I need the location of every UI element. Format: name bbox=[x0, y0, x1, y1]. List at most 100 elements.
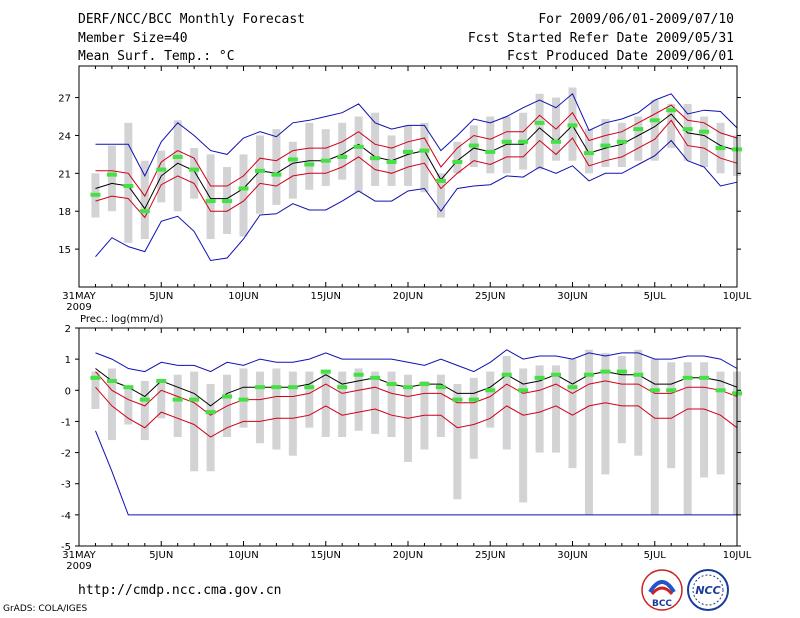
x-tick-label-25: 25JUN bbox=[475, 291, 505, 302]
lower-spread-line bbox=[95, 386, 738, 438]
lower-spread-line bbox=[95, 119, 738, 219]
range-bar-day-18 bbox=[371, 371, 380, 434]
upper-spread-line bbox=[95, 371, 738, 416]
range-bar-day-35 bbox=[650, 100, 659, 161]
range-bar-day-11 bbox=[255, 371, 264, 444]
range-bar-day-4 bbox=[140, 380, 149, 441]
range-bar-day-16 bbox=[338, 122, 347, 180]
y-tick-label--1: -1 bbox=[61, 417, 71, 428]
x-tick-label-15: 15JUN bbox=[311, 291, 341, 302]
range-bar-day-13 bbox=[288, 371, 297, 456]
y-tick-label-21: 21 bbox=[58, 169, 71, 180]
upper-spread-line bbox=[95, 104, 738, 198]
range-bar-day-18 bbox=[371, 112, 380, 186]
range-bar-day-15 bbox=[321, 129, 330, 186]
range-bar-day-26 bbox=[502, 116, 511, 174]
range-bar-day-25 bbox=[486, 371, 495, 428]
range-bar-day-8 bbox=[206, 154, 215, 240]
range-bar-day-32 bbox=[601, 352, 610, 475]
range-bar-day-5 bbox=[157, 380, 166, 419]
range-bar-day-7 bbox=[190, 148, 199, 199]
ensemble-max-line bbox=[95, 349, 738, 373]
range-bar-day-27 bbox=[519, 368, 528, 503]
y-tick-label-2: 2 bbox=[65, 324, 71, 335]
range-bar-day-25 bbox=[486, 116, 495, 174]
range-bar-day-24 bbox=[469, 377, 478, 459]
range-bar-day-14 bbox=[305, 122, 314, 190]
range-bar-day-28 bbox=[535, 365, 544, 453]
x-tick-label-35: 5JUL bbox=[644, 550, 667, 561]
range-bar-day-28 bbox=[535, 93, 544, 170]
range-bar-day-36 bbox=[667, 362, 676, 469]
chart-title: DERF/NCC/BCC Monthly Forecast bbox=[78, 12, 305, 27]
range-bar-day-30 bbox=[568, 359, 577, 469]
x-tick-label-30: 30JUN bbox=[557, 291, 587, 302]
range-bar-day-35 bbox=[650, 359, 659, 515]
range-bar-day-12 bbox=[272, 368, 281, 450]
range-bar-day-3 bbox=[124, 387, 133, 425]
x-tick-label-year: 2009 bbox=[66, 561, 91, 572]
range-bar-day-38 bbox=[700, 116, 709, 168]
x-tick-label-5: 5JUN bbox=[149, 291, 173, 302]
range-bar-day-23 bbox=[453, 384, 462, 500]
x-tick-label-0: 31MAY bbox=[62, 291, 96, 302]
x-tick-label-10: 10JUN bbox=[228, 550, 258, 561]
ensemble-min-line bbox=[95, 430, 737, 516]
variable-label-temperature: Mean Surf. Temp.: °C bbox=[78, 49, 235, 64]
website-url[interactable]: http://cmdp.ncc.cma.gov.cn bbox=[78, 583, 282, 598]
fcst-produced-date: Fcst Produced Date 2009/06/01 bbox=[507, 49, 734, 64]
ensemble-mean-line bbox=[95, 368, 738, 407]
y-tick-label-1: 1 bbox=[65, 355, 71, 366]
range-bar-day-14 bbox=[305, 371, 314, 428]
range-bar-day-3 bbox=[124, 122, 133, 243]
range-bar-day-21 bbox=[420, 122, 429, 193]
range-bar-day-34 bbox=[634, 116, 643, 161]
range-bar-day-26 bbox=[502, 356, 511, 450]
x-tick-label-25: 25JUN bbox=[475, 550, 505, 561]
y-tick-label--4: -4 bbox=[61, 511, 71, 522]
y-tick-label-27: 27 bbox=[58, 94, 71, 105]
range-bar-day-6 bbox=[173, 374, 182, 437]
x-tick-label-15: 15JUN bbox=[311, 550, 341, 561]
y-tick-label--3: -3 bbox=[61, 480, 71, 491]
y-tick-label--5: -5 bbox=[61, 542, 71, 553]
range-bar-day-2 bbox=[107, 368, 116, 441]
range-bar-day-29 bbox=[552, 365, 561, 453]
range-bar-day-38 bbox=[700, 362, 709, 478]
range-bar-day-33 bbox=[617, 356, 626, 444]
range-bar-day-19 bbox=[387, 371, 396, 437]
ensemble-mean-line bbox=[95, 113, 738, 210]
range-bar-day-6 bbox=[173, 120, 182, 212]
range-bar-day-39 bbox=[716, 371, 725, 475]
range-bar-day-16 bbox=[338, 371, 347, 437]
x-tick-label-40: 10JUL bbox=[723, 291, 752, 302]
y-tick-label-0: 0 bbox=[65, 386, 71, 397]
ncc-logo-text: NCC bbox=[695, 584, 720, 597]
bcc-logo: BCC bbox=[640, 568, 684, 612]
x-tick-label-year: 2009 bbox=[66, 302, 91, 313]
range-bar-day-4 bbox=[140, 160, 149, 240]
range-bar-day-17 bbox=[354, 368, 363, 431]
range-bar-day-22 bbox=[436, 173, 445, 218]
range-bar-day-36 bbox=[667, 103, 676, 149]
range-bar-day-33 bbox=[617, 122, 626, 168]
range-bar-day-17 bbox=[354, 116, 363, 193]
x-tick-label-20: 20JUN bbox=[393, 550, 423, 561]
range-bar-day-22 bbox=[436, 374, 445, 437]
range-bar-day-32 bbox=[601, 119, 610, 168]
member-size-label: Member Size=40 bbox=[78, 31, 188, 46]
range-bar-day-7 bbox=[190, 371, 199, 472]
variable-label-precipitation: Prec.: log(mm/d) bbox=[80, 314, 163, 325]
range-bar-day-31 bbox=[584, 349, 593, 515]
range-bar-day-15 bbox=[321, 371, 330, 437]
ensemble-min-line bbox=[95, 139, 738, 262]
x-tick-label-20: 20JUN bbox=[393, 291, 423, 302]
x-tick-label-5: 5JUN bbox=[149, 550, 173, 561]
y-tick-label--2: -2 bbox=[61, 449, 71, 460]
range-bar-day-11 bbox=[255, 135, 264, 214]
ncc-logo: NCC bbox=[686, 568, 730, 612]
fcst-started-date: Fcst Started Refer Date 2009/05/31 bbox=[467, 31, 734, 46]
